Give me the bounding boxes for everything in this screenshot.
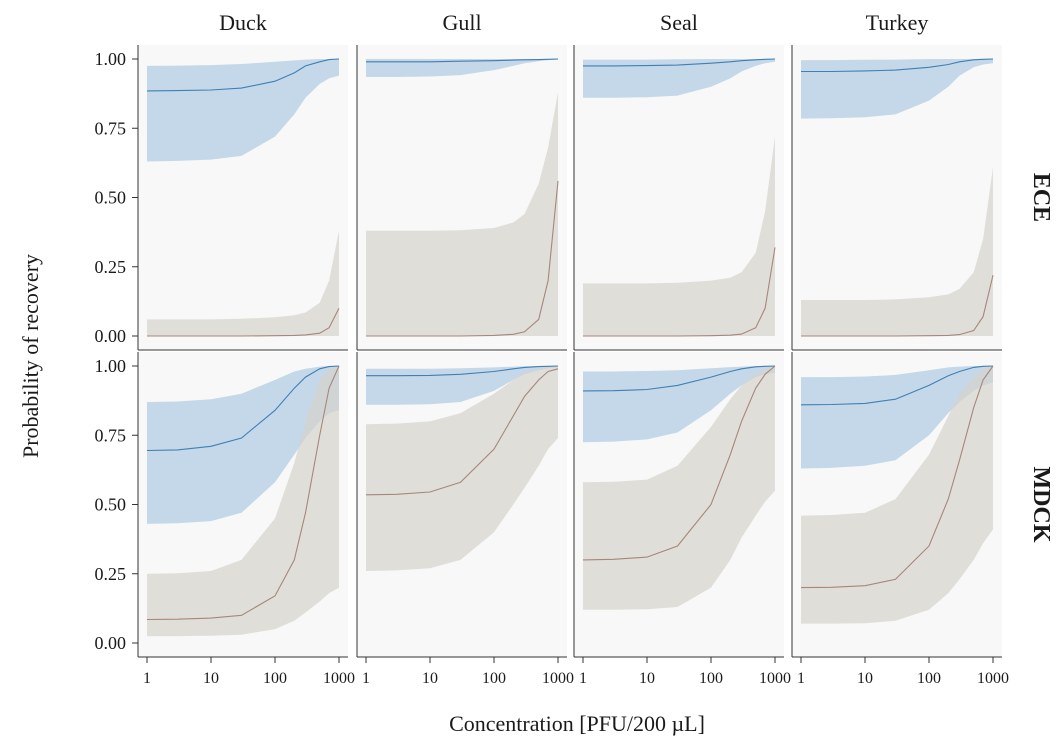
row-strip-label: ECE: [1028, 173, 1054, 222]
x-tick-label: 1: [362, 670, 370, 687]
mean-line-blue: [583, 58, 776, 67]
y-tick-label: 1.00: [95, 49, 127, 69]
confidence-band-brown: [147, 366, 339, 637]
mean-line-blue: [582, 365, 776, 392]
x-axis-label: Concentration [PFU/200 µL]: [449, 711, 705, 736]
mean-line-brown: [801, 274, 994, 337]
y-tick-label: 0.25: [95, 257, 127, 277]
x-tick-label: 100: [482, 670, 506, 687]
confidence-band-blue: [583, 366, 775, 443]
mean-line-brown: [583, 247, 776, 337]
confidence-band-brown: [801, 366, 993, 624]
panel-mdck-duck: [137, 352, 348, 658]
x-tick-label: 10: [857, 670, 873, 687]
column-strip-label: Duck: [219, 10, 267, 35]
y-tick-label: 0.25: [95, 564, 127, 584]
confidence-band-blue: [366, 59, 558, 77]
confidence-band-blue: [583, 59, 775, 98]
mean-line-blue: [801, 58, 994, 73]
confidence-band-blue: [147, 59, 339, 162]
x-tick-label: 1: [143, 670, 151, 687]
mean-line-brown: [146, 365, 340, 621]
confidence-band-brown: [583, 366, 775, 610]
column-strip-label: Gull: [442, 10, 481, 35]
mean-line-blue: [146, 58, 340, 92]
confidence-band-blue: [801, 59, 993, 119]
y-tick-label: 0.50: [95, 188, 127, 208]
confidence-band-brown: [366, 366, 558, 571]
confidence-band-brown: [366, 92, 558, 336]
y-tick-label: 0.00: [95, 326, 127, 346]
mean-line-brown: [582, 365, 776, 561]
y-tick-label: 0.00: [95, 633, 127, 653]
confidence-band-blue: [147, 366, 339, 524]
x-tick-label: 1000: [977, 670, 1009, 687]
x-tick-label: 10: [639, 670, 655, 687]
panel-ece-seal: [573, 45, 784, 351]
x-tick-label: 100: [917, 670, 941, 687]
x-tick-label: 1000: [759, 670, 791, 687]
x-tick-label: 10: [422, 670, 438, 687]
panel-ece-duck: [137, 45, 348, 351]
x-tick-label: 100: [699, 670, 723, 687]
confidence-band-brown: [147, 230, 339, 336]
mean-line-brown: [800, 365, 994, 589]
y-axis-label: Probability of recovery: [18, 254, 43, 458]
panel-mdck-turkey: [791, 352, 1002, 658]
x-tick-label: 1000: [323, 670, 355, 687]
mean-line-blue: [146, 365, 340, 452]
x-tick-label: 10: [203, 670, 219, 687]
y-tick-label: 0.75: [95, 425, 127, 445]
y-tick-label: 0.50: [95, 495, 127, 515]
column-strip-label: Seal: [660, 10, 698, 35]
mean-line-blue: [800, 365, 994, 406]
panel-mdck-gull: [356, 352, 567, 658]
y-tick-label: 1.00: [95, 356, 127, 376]
row-strip-label: MDCK: [1028, 467, 1054, 543]
x-tick-label: 1000: [542, 670, 574, 687]
mean-line-brown: [147, 308, 340, 337]
confidence-band-blue: [801, 366, 993, 469]
confidence-band-brown: [801, 167, 993, 336]
x-tick-label: 100: [263, 670, 287, 687]
mean-line-blue: [366, 58, 559, 63]
mean-line-brown: [365, 368, 559, 496]
mean-line-brown: [366, 180, 559, 337]
panel-mdck-seal: [573, 352, 784, 658]
mean-line-blue: [366, 365, 559, 377]
panel-ece-gull: [356, 45, 567, 351]
x-tick-label: 1: [579, 670, 587, 687]
x-tick-label: 1: [797, 670, 805, 687]
y-tick-label: 0.75: [95, 118, 127, 138]
confidence-band-brown: [583, 136, 775, 336]
column-strip-label: Turkey: [866, 10, 929, 35]
panel-ece-turkey: [791, 45, 1002, 351]
